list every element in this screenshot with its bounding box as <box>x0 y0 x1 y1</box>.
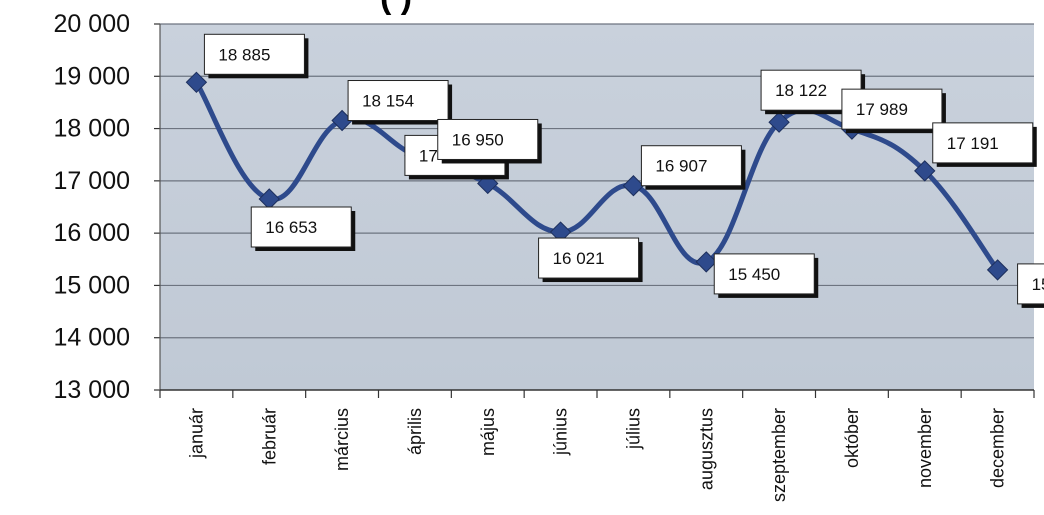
data-point-marker <box>185 71 208 94</box>
x-tick-label: január <box>186 408 206 459</box>
data-label-box <box>932 122 1034 164</box>
data-label: 16 021 <box>553 249 605 268</box>
data-point-marker <box>914 160 936 182</box>
data-label: 18 122 <box>775 81 827 100</box>
x-tick-label: március <box>332 408 352 471</box>
x-tick-label: augusztus <box>696 408 716 490</box>
y-tick-label: 15 000 <box>54 271 130 299</box>
chart-title-fragment: ( ) <box>380 0 412 17</box>
data-label: 16 950 <box>452 130 504 149</box>
y-tick-label: 17 000 <box>54 167 130 195</box>
x-tick-label: szeptember <box>769 408 789 502</box>
data-label: 16 653 <box>265 218 317 237</box>
data-label: 17 989 <box>856 100 908 119</box>
data-label: 18 885 <box>218 45 270 64</box>
y-tick-label: 13 000 <box>54 376 130 404</box>
data-point-marker <box>986 259 1009 281</box>
data-label: 15 297 <box>1032 275 1044 294</box>
y-tick-label: 16 000 <box>54 219 130 247</box>
x-tick-label: november <box>915 408 935 488</box>
data-label: 18 154 <box>362 92 414 111</box>
data-label-box <box>250 206 352 248</box>
data-point-marker <box>695 251 717 273</box>
x-tick-label: december <box>988 408 1008 488</box>
data-label-box <box>347 80 449 122</box>
data-label-box <box>538 237 640 279</box>
data-label-box <box>841 88 943 130</box>
x-tick-label: február <box>259 408 279 465</box>
x-tick-label: május <box>478 408 498 456</box>
data-label-box <box>203 33 305 75</box>
data-point-marker <box>768 111 790 133</box>
data-point-marker <box>622 175 645 197</box>
data-label-box <box>1017 263 1044 305</box>
x-tick-label: április <box>405 408 425 455</box>
data-label: 16 907 <box>655 157 707 176</box>
data-label-box <box>640 145 742 187</box>
y-tick-label: 20 000 <box>54 10 130 38</box>
data-label: 17 191 <box>947 134 999 153</box>
y-tick-label: 14 000 <box>54 324 130 352</box>
data-label: 15 450 <box>728 265 780 284</box>
data-label-box <box>437 118 539 160</box>
y-tick-label: 19 000 <box>54 62 130 90</box>
y-tick-label: 18 000 <box>54 115 130 143</box>
data-label-box <box>713 253 815 295</box>
x-tick-label: június <box>551 408 571 456</box>
x-tick-label: október <box>842 408 862 468</box>
x-tick-label: július <box>623 408 643 450</box>
